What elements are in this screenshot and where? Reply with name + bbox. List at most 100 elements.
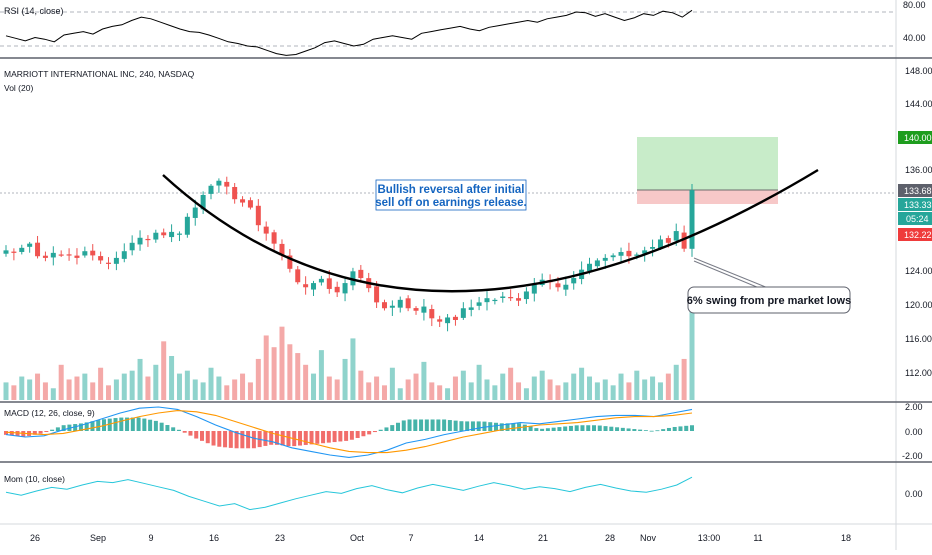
- macd-histogram-bar: [476, 421, 481, 431]
- time-tick-11: 11: [753, 533, 762, 543]
- volume-bar: [66, 379, 72, 400]
- macd-histogram-bar: [355, 431, 360, 438]
- volume-bar: [208, 367, 214, 400]
- macd-histogram-bar: [430, 419, 435, 431]
- candle-body: [74, 255, 80, 258]
- candle-body: [35, 242, 41, 257]
- rsi-level-80: 80.00: [903, 0, 926, 10]
- volume-bar: [50, 388, 56, 400]
- candle-body: [318, 278, 324, 283]
- macd-histogram-bar: [545, 428, 550, 431]
- macd-histogram-bar: [159, 422, 164, 431]
- mom-level-0: 0.00: [905, 489, 923, 499]
- stop-zone[interactable]: [637, 190, 778, 204]
- macd-histogram-bar: [78, 423, 83, 431]
- macd-histogram-bar: [586, 425, 591, 431]
- volume-bar: [602, 379, 608, 400]
- candle-body: [500, 296, 506, 298]
- countdown-badge: [898, 212, 932, 225]
- macd-histogram-bar: [326, 431, 331, 443]
- rsi-panel[interactable]: RSI (14, close) 80.00 40.00: [0, 0, 926, 56]
- time-axis[interactable]: 26 Sep 9 16 23 Oct 7 14 21 28 Nov 13:00 …: [30, 530, 851, 545]
- candle-body: [602, 257, 608, 261]
- candle-body: [279, 243, 285, 256]
- macd-histogram-bar: [384, 427, 389, 431]
- candle-body: [618, 252, 624, 256]
- volume-bar: [232, 379, 238, 400]
- macd-histogram-bar: [534, 428, 539, 431]
- momentum-panel[interactable]: Mom (10, close) 0.00: [4, 474, 923, 511]
- candle-body: [594, 260, 600, 267]
- volume-bar: [531, 376, 537, 400]
- time-tick-16: 16: [209, 533, 219, 543]
- candle-body: [389, 305, 395, 308]
- candle-body: [50, 252, 56, 258]
- volume-label: Vol (20): [4, 83, 33, 93]
- candle-body: [295, 269, 301, 283]
- macd-histogram-bar: [84, 422, 89, 431]
- macd-histogram-bar: [626, 428, 631, 431]
- macd-histogram-bar: [274, 431, 279, 445]
- price-tick-124: 124.00: [905, 266, 932, 276]
- entry-price-badge: [898, 198, 932, 211]
- volume-bar: [279, 326, 285, 400]
- macd-histogram-bar: [690, 425, 694, 431]
- swing-pointer-2: [693, 260, 765, 291]
- candle-body: [689, 190, 695, 249]
- cup-curve[interactable]: [162, 168, 819, 293]
- candle-body: [11, 251, 17, 253]
- candle-body: [42, 255, 48, 258]
- macd-histogram-bar: [344, 431, 349, 441]
- macd-histogram-bar: [200, 431, 204, 441]
- macd-histogram-bar: [73, 424, 78, 431]
- volume-bar: [200, 382, 206, 400]
- target-price-badge-text: 140.00: [904, 133, 932, 143]
- macd-panel[interactable]: MACD (12, 26, close, 9) 2.00 0.00 -2.00: [4, 402, 923, 461]
- candle-body: [492, 299, 498, 302]
- volume-bar: [389, 367, 395, 400]
- candle-body: [161, 232, 167, 236]
- macd-histogram-bar: [499, 423, 504, 431]
- macd-histogram-bar: [4, 431, 8, 435]
- macd-histogram-bar: [672, 426, 677, 431]
- volume-bar: [397, 388, 403, 400]
- macd-histogram-bar: [332, 431, 337, 443]
- main-panel[interactable]: MARRIOTT INTERNATIONAL INC, 240, NASDAQ …: [0, 66, 932, 400]
- macd-level-neg2: -2.00: [902, 451, 923, 461]
- macd-histogram-bar: [194, 431, 199, 439]
- stop-price-badge: [898, 228, 932, 241]
- volume-bar: [98, 367, 104, 400]
- candle-body: [106, 262, 112, 264]
- candle-body: [137, 237, 143, 245]
- macd-histogram-bar: [424, 419, 429, 431]
- macd-histogram-bar: [223, 431, 228, 448]
- volume-bar: [113, 379, 119, 400]
- macd-histogram-bar: [568, 425, 573, 431]
- candle-body: [476, 302, 482, 306]
- macd-histogram-bar: [632, 429, 637, 431]
- candle-body: [437, 319, 443, 322]
- macd-level-2: 2.00: [905, 402, 923, 412]
- candle-body: [468, 307, 474, 310]
- time-tick-nov: Nov: [640, 533, 657, 543]
- time-cursor-badge: [690, 530, 728, 545]
- volume-bar: [445, 388, 451, 400]
- swing-label-box[interactable]: [687, 286, 851, 314]
- volume-bar: [523, 388, 529, 400]
- macd-histogram-bar: [609, 426, 614, 431]
- price-tick-144: 144.00: [905, 99, 932, 109]
- candle-body: [531, 284, 537, 294]
- macd-histogram-bar: [522, 424, 527, 431]
- macd-histogram-bar: [321, 431, 326, 444]
- volume-bar: [11, 385, 17, 400]
- volume-bar: [90, 382, 96, 400]
- volume-bar: [161, 341, 167, 400]
- macd-histogram-bar: [396, 422, 400, 431]
- target-zone[interactable]: [637, 137, 778, 190]
- volume-bar: [429, 382, 435, 400]
- callout-box[interactable]: [375, 179, 527, 211]
- candle-body: [413, 308, 419, 311]
- candle-body: [610, 255, 616, 258]
- candle-body: [27, 243, 33, 247]
